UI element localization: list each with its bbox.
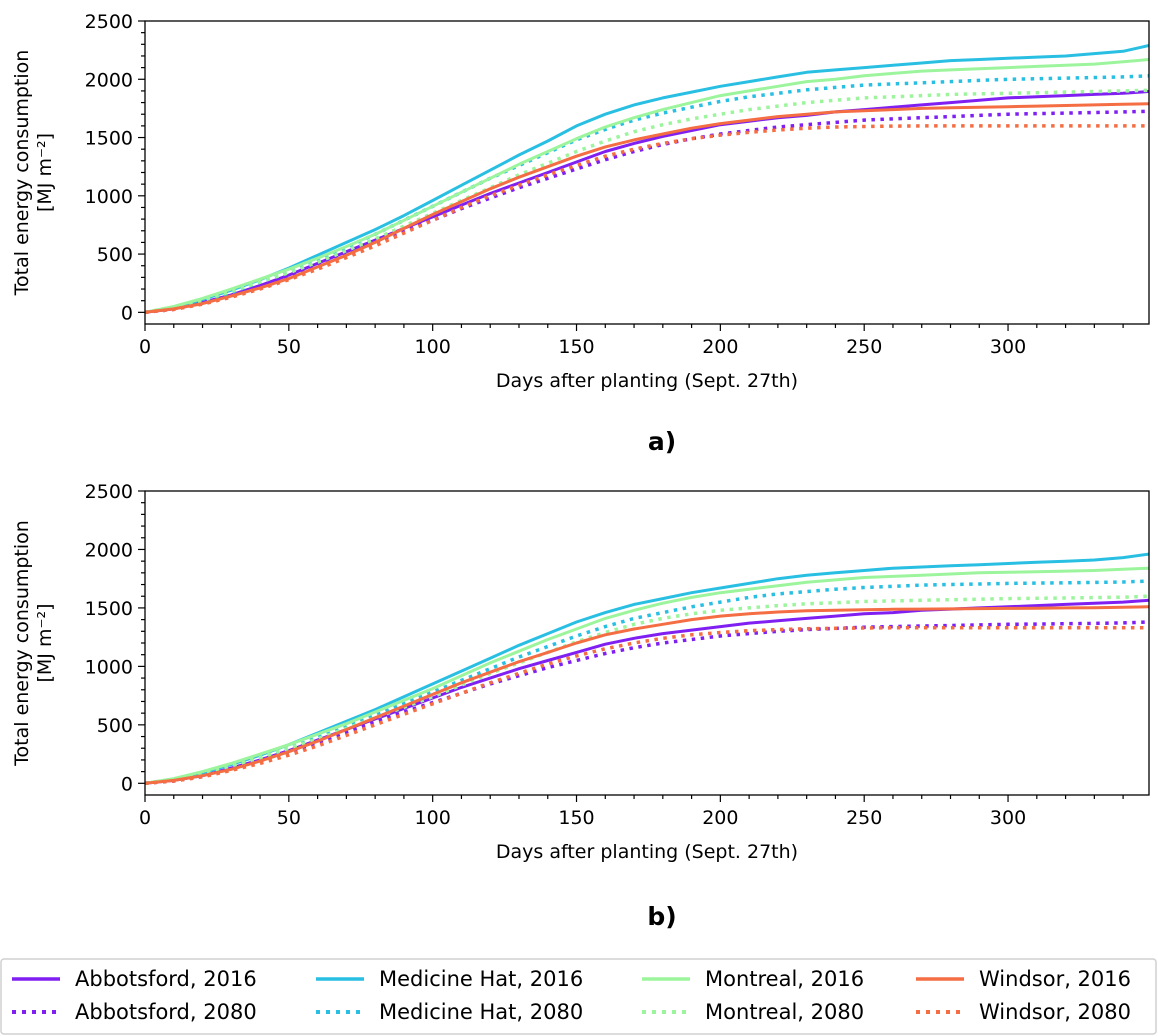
x-tick-label: 300 xyxy=(990,336,1026,358)
series-line-7 xyxy=(145,626,1149,786)
x-tick-label: 0 xyxy=(139,336,151,358)
y-tick-label: 0 xyxy=(121,302,133,324)
panel-b: 0 50 100 150 200 250 300 0 500 1000 1500 2000 2500 Da… xyxy=(11,481,1150,931)
legend: Abbotsford, 2016 Abbotsford, 2080 Medicine… xyxy=(0,958,1157,1035)
y-tick-label: 500 xyxy=(97,715,133,737)
series-line-2 xyxy=(145,44,1149,314)
legend-entry-label: Windsor, 2016 xyxy=(979,967,1131,991)
x-axis-label: Days after planting (Sept. 27th) xyxy=(496,841,798,863)
legend-entry-label: Abbotsford, 2016 xyxy=(75,967,257,991)
panel-label: b) xyxy=(647,902,676,931)
series-group xyxy=(145,44,1149,315)
series-group xyxy=(145,552,1149,786)
x-tick-label: 250 xyxy=(846,807,882,829)
y-tick-label: 1000 xyxy=(85,186,133,208)
x-tick-label: 200 xyxy=(702,336,738,358)
x-tick-label: 100 xyxy=(415,336,451,358)
legend-entry-label: Abbotsford, 2080 xyxy=(75,1000,257,1024)
series-line-3 xyxy=(145,74,1149,315)
series-line-6 xyxy=(145,605,1149,785)
y-axis-label: Total energy consumption xyxy=(11,50,33,297)
x-tick-label: 100 xyxy=(415,807,451,829)
y-tick-label: 1000 xyxy=(85,656,133,678)
x-tick-label: 200 xyxy=(702,807,738,829)
x-tick-label: 250 xyxy=(846,336,882,358)
y-axis-unit-label: [MJ m⁻²] xyxy=(34,603,56,682)
legend-entry-label: Medicine Hat, 2016 xyxy=(379,967,583,991)
series-line-7 xyxy=(145,124,1149,315)
series-line-5 xyxy=(145,594,1149,786)
panel-label: a) xyxy=(648,427,676,456)
panel-a: 0 50 100 150 200 250 300 0 500 1000 1500 2000 2500 Da… xyxy=(11,11,1150,456)
legend-box xyxy=(0,958,1157,1035)
y-tick-label: 500 xyxy=(97,244,133,266)
legend-entry-label: Montreal, 2080 xyxy=(705,1000,864,1024)
x-tick-label: 150 xyxy=(558,807,594,829)
y-tick-label: 2000 xyxy=(85,539,133,561)
series-line-1 xyxy=(145,620,1149,786)
y-tick-label: 2500 xyxy=(85,11,133,33)
x-tick-label: 300 xyxy=(990,807,1026,829)
series-line-4 xyxy=(145,58,1149,314)
series-line-5 xyxy=(145,88,1149,315)
y-axis-unit-label: [MJ m⁻²] xyxy=(34,133,56,212)
series-line-4 xyxy=(145,566,1149,785)
series-line-6 xyxy=(145,102,1149,314)
x-tick-label: 150 xyxy=(558,336,594,358)
x-tick-label: 50 xyxy=(277,336,301,358)
y-axis-label: Total energy consumption xyxy=(11,520,33,767)
y-tick-label: 0 xyxy=(121,773,133,795)
x-tick-label: 50 xyxy=(277,807,301,829)
y-tick-label: 1500 xyxy=(85,128,133,150)
legend-entry-label: Windsor, 2080 xyxy=(979,1000,1131,1024)
legend-entry-label: Montreal, 2016 xyxy=(705,967,864,991)
x-axis-label: Days after planting (Sept. 27th) xyxy=(496,370,798,392)
y-tick-label: 1500 xyxy=(85,598,133,620)
x-tick-label: 0 xyxy=(139,807,151,829)
legend-entry-label: Medicine Hat, 2080 xyxy=(379,1000,583,1024)
y-tick-label: 2500 xyxy=(85,481,133,503)
y-tick-label: 2000 xyxy=(85,69,133,91)
